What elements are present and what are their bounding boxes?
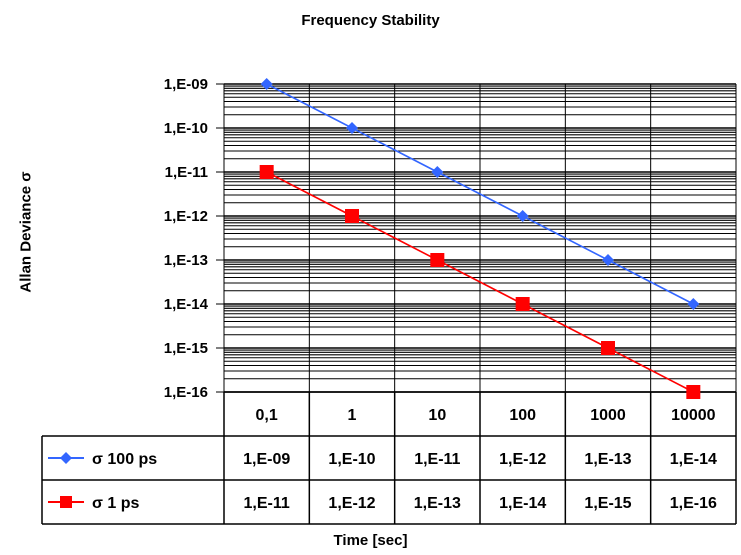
data-point-diamond <box>431 166 444 178</box>
data-point-diamond <box>602 254 614 266</box>
y-tick-label: 1,E-09 <box>164 76 208 93</box>
y-tick-label: 1,E-11 <box>165 164 208 181</box>
table-cell-value: 1,E-16 <box>670 495 717 512</box>
chart-title: Frequency Stability <box>301 12 440 29</box>
table-cell-value: 1,E-11 <box>244 495 290 512</box>
table-cell-value: 1,E-13 <box>414 495 461 512</box>
data-point-diamond <box>516 210 529 222</box>
y-tick-label: 1,E-13 <box>164 252 208 269</box>
table-cell-value: 1,E-12 <box>328 495 375 512</box>
y-tick-label: 1,E-12 <box>164 208 208 225</box>
y-tick-label: 1,E-16 <box>164 384 208 401</box>
series-line <box>266 83 694 305</box>
data-point-square <box>515 297 530 311</box>
y-tick-label: 1,E-14 <box>164 296 209 313</box>
table-cell-value: 1,E-15 <box>584 495 631 512</box>
table-cell-value: 1,E-10 <box>328 451 375 468</box>
x-tick-label: 0,1 <box>256 407 278 424</box>
data-point-square <box>686 385 701 399</box>
x-axis-label: Time [sec] <box>333 532 408 549</box>
y-tick-label: 1,E-10 <box>164 120 208 137</box>
legend-marker-diamond <box>60 452 72 464</box>
x-tick-label: 1 <box>348 407 357 424</box>
series-line <box>266 171 694 393</box>
legend-label: σ 1 ps <box>92 495 140 512</box>
data-point-diamond <box>346 122 358 134</box>
y-tick-label: 1,E-15 <box>164 340 208 357</box>
legend-marker-square <box>60 496 72 508</box>
table-cell-value: 1,E-14 <box>499 495 546 512</box>
table-cell-value: 1,E-11 <box>414 451 460 468</box>
data-point-diamond <box>260 78 273 90</box>
x-tick-label: 10000 <box>671 407 716 424</box>
x-tick-label: 10 <box>428 407 446 424</box>
data-point-square <box>601 341 615 355</box>
table-cell-value: 1,E-09 <box>243 451 290 468</box>
data-point-diamond <box>687 298 700 310</box>
x-tick-label: 100 <box>509 407 536 424</box>
legend-label: σ 100 ps <box>92 451 157 468</box>
data-point-square <box>345 209 359 223</box>
table-cell-value: 1,E-13 <box>584 451 631 468</box>
x-tick-label: 1000 <box>590 407 626 424</box>
table-cell-value: 1,E-14 <box>670 451 717 468</box>
data-point-square <box>430 253 445 267</box>
table-cell-value: 1,E-12 <box>499 451 546 468</box>
data-point-square <box>259 165 274 179</box>
